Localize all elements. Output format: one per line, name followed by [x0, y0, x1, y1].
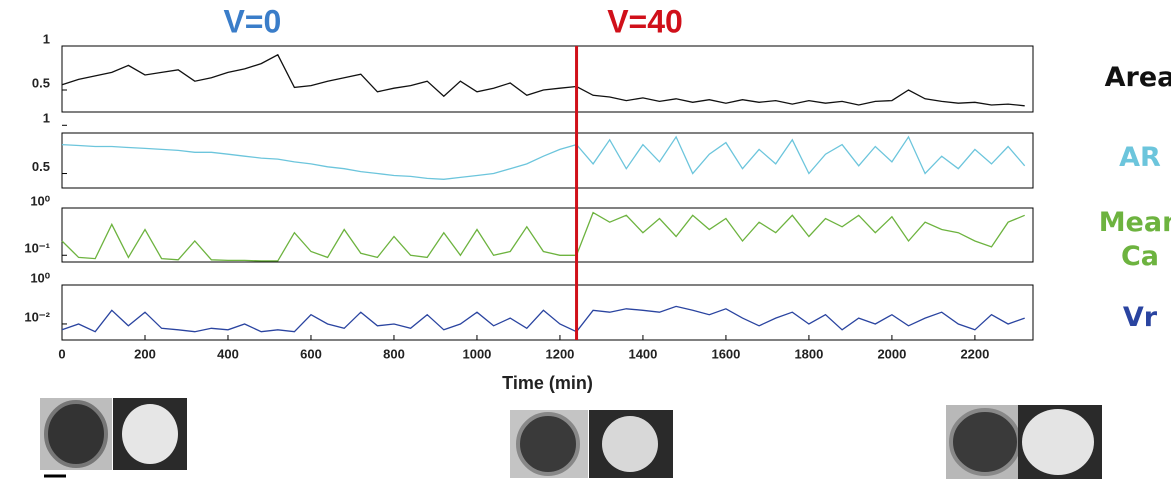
panel-frame — [61, 207, 1034, 263]
x-tick-label: 2200 — [960, 346, 989, 361]
y-tick-label: 10⁻¹ — [24, 241, 50, 256]
y-tick-label: 10⁰ — [30, 193, 50, 208]
x-tick-label: 200 — [134, 346, 156, 361]
panel-frame — [61, 132, 1034, 189]
y-tick-label: 0.5 — [32, 75, 50, 90]
y-tick-label: 10⁻² — [24, 309, 50, 324]
x-tick-label: 2000 — [877, 346, 906, 361]
x-tick-label: 1400 — [628, 346, 657, 361]
x-tick-label: 1000 — [462, 346, 491, 361]
series-line — [61, 135, 1026, 180]
y-tick-label: 10⁰ — [30, 270, 50, 285]
series-line — [61, 211, 1025, 262]
y-tick-label: 1 — [43, 31, 50, 46]
x-tick-label: 1200 — [545, 346, 574, 361]
panel-label: AR — [1119, 142, 1161, 173]
organoid-glow — [1022, 409, 1094, 475]
panel-label: Mean Ca — [1098, 207, 1171, 272]
organoid — [949, 408, 1021, 476]
x-axis-label: Time (min) — [502, 373, 593, 393]
organoid — [44, 400, 108, 468]
y-tick-label: 1 — [43, 111, 50, 126]
thumbnails — [40, 398, 1102, 479]
panel-label: Area — [1104, 62, 1171, 93]
series-line — [61, 305, 1025, 333]
x-tick-label: 600 — [300, 346, 322, 361]
x-tick-label: 800 — [383, 346, 405, 361]
x-tick-label: 1600 — [711, 346, 740, 361]
x-tick-label: 1800 — [794, 346, 823, 361]
x-tick-label: 400 — [217, 346, 239, 361]
organoid — [516, 412, 580, 476]
panel-frame — [61, 284, 1034, 341]
panel-frame — [61, 45, 1034, 113]
organoid-glow — [122, 404, 178, 464]
y-tick-label: 0.5 — [32, 159, 50, 174]
phase-title: V=0 — [223, 3, 281, 39]
panel-label: Vr — [1122, 302, 1158, 333]
organoid-glow — [602, 416, 658, 472]
series-line — [61, 53, 1025, 107]
phase-title: V=40 — [607, 3, 683, 39]
x-tick-label: 0 — [58, 346, 65, 361]
